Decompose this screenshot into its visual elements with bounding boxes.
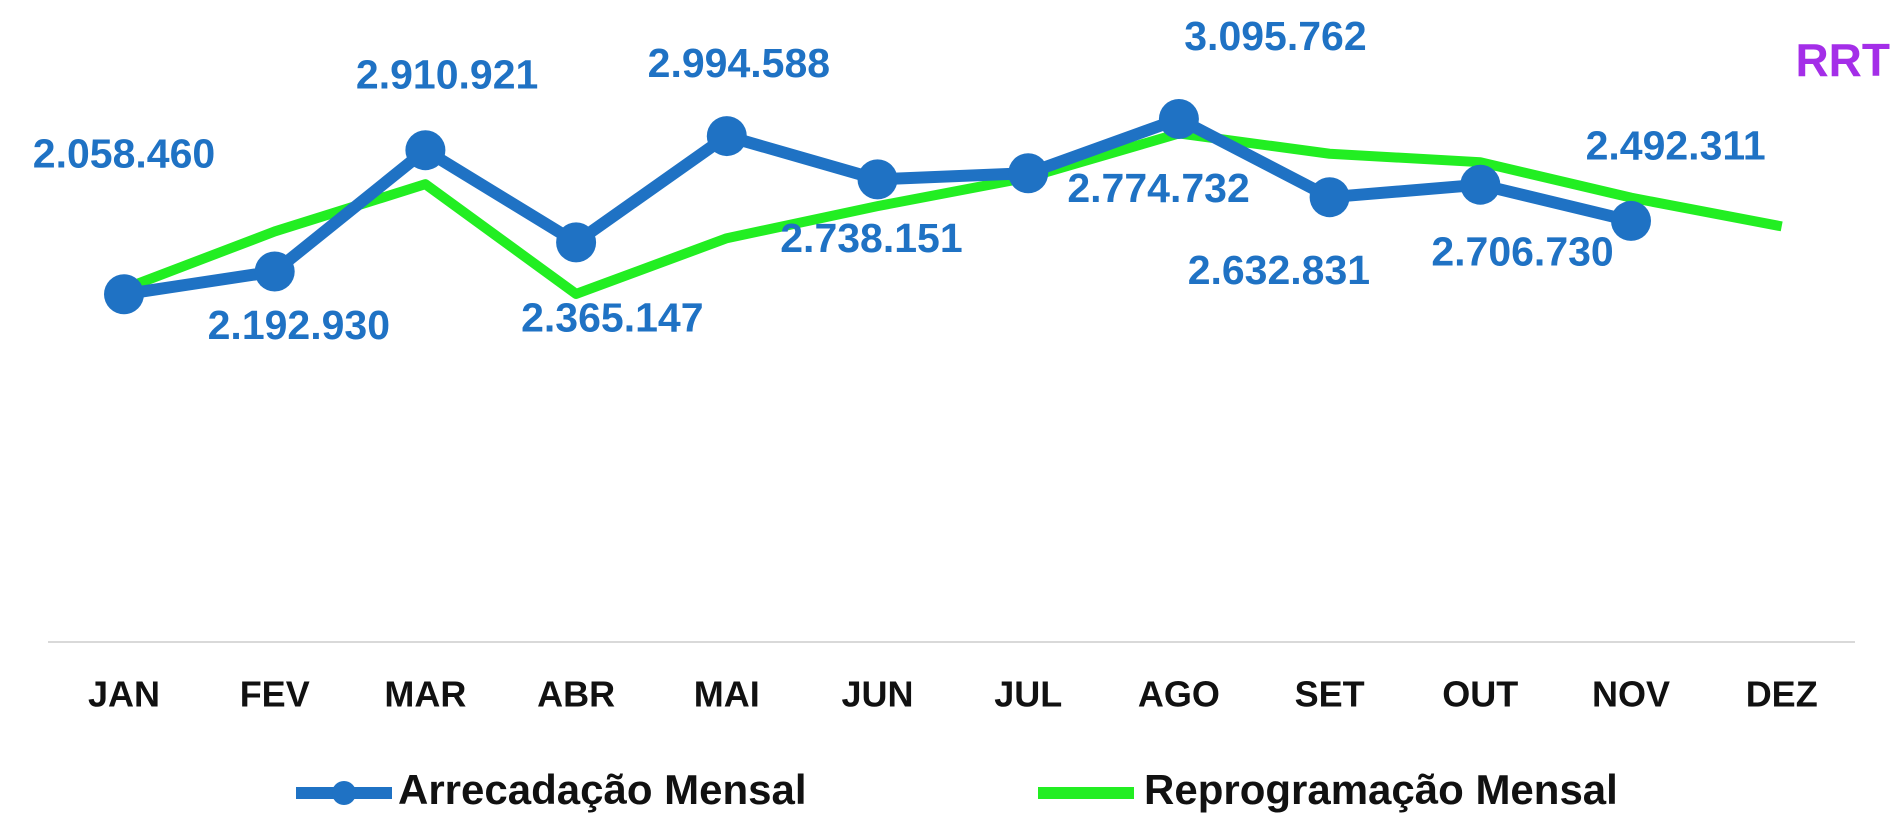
series-marker: [1158, 98, 1199, 139]
data-label: 3.095.762: [1184, 13, 1366, 59]
x-tick-label: SET: [1295, 674, 1365, 715]
data-label: 2.774.732: [1067, 165, 1249, 211]
series-marker: [1460, 164, 1501, 205]
x-tick-label: AGO: [1138, 674, 1220, 715]
data-label: 2.632.831: [1188, 247, 1370, 293]
x-tick-label: DEZ: [1746, 674, 1818, 715]
data-label: 2.192.930: [208, 302, 390, 348]
x-tick-label: MAR: [384, 674, 466, 715]
series-marker: [1611, 200, 1651, 241]
chart-title: RRT: [1795, 34, 1890, 86]
legend-label: Arrecadação Mensal: [398, 766, 807, 813]
series-marker: [706, 116, 747, 157]
series-marker: [254, 251, 295, 292]
x-tick-label: JUL: [994, 674, 1062, 715]
data-label: 2.994.588: [648, 40, 830, 86]
data-label: 2.738.151: [780, 215, 962, 261]
series-marker: [1008, 153, 1049, 194]
legend-label: Reprogramação Mensal: [1144, 766, 1618, 813]
x-tick-label: NOV: [1592, 674, 1670, 715]
data-label: 2.706.730: [1431, 229, 1613, 275]
series-line: [122, 128, 1783, 299]
data-label: 2.910.921: [356, 52, 538, 98]
series-marker: [1309, 177, 1350, 218]
x-tick-label: JAN: [88, 674, 160, 715]
x-tick-label: OUT: [1442, 674, 1518, 715]
data-label: 2.492.311: [1586, 122, 1766, 168]
x-tick-label: MAI: [694, 674, 760, 715]
x-tick-label: FEV: [240, 674, 310, 715]
series-marker: [857, 159, 898, 200]
x-tick-label: ABR: [537, 674, 615, 715]
legend-marker: [332, 781, 356, 805]
series-marker: [405, 130, 446, 171]
series-marker: [104, 274, 144, 315]
x-tick-label: JUN: [841, 674, 913, 715]
data-label: 2.365.147: [521, 295, 703, 341]
series-marker: [556, 222, 597, 263]
data-label: 2.058.460: [33, 130, 215, 176]
